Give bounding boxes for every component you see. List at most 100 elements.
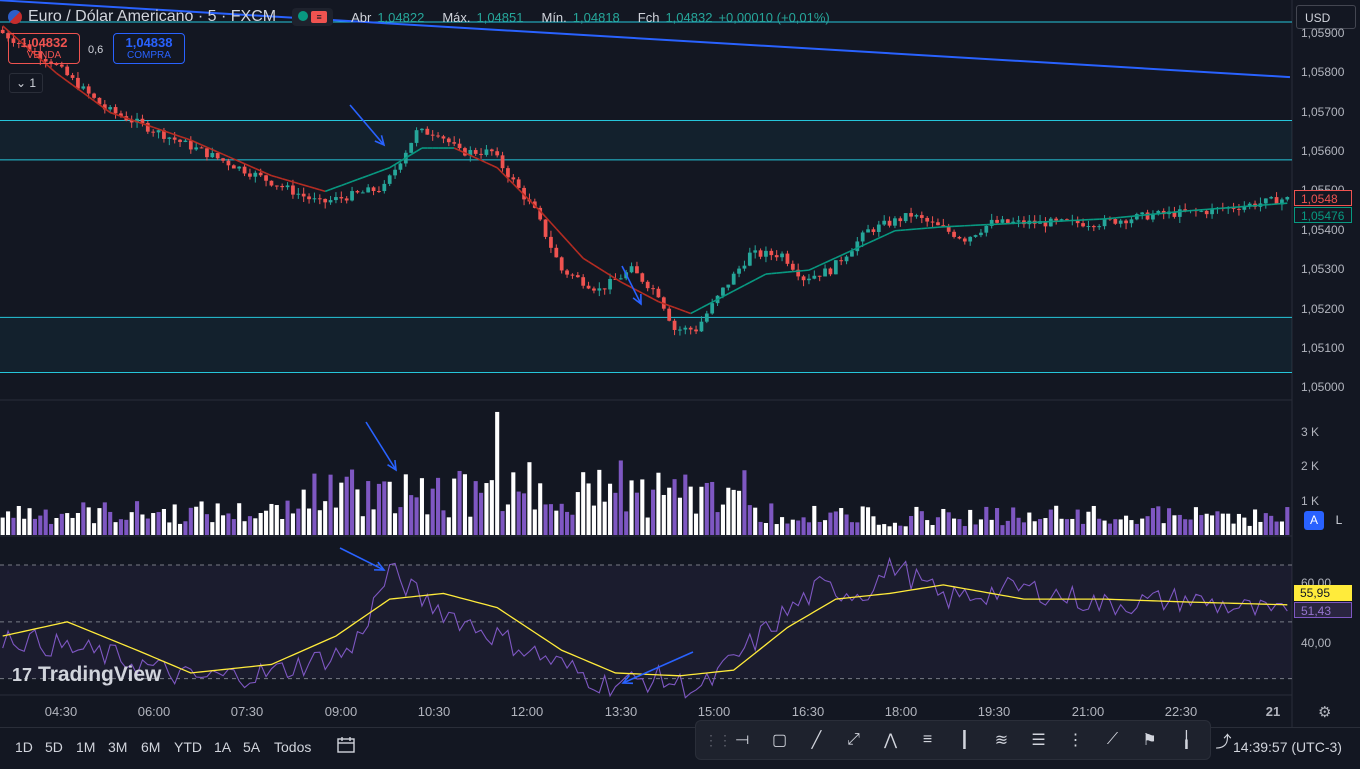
gann-tool-icon[interactable]: ⟋ (1094, 725, 1131, 755)
candle-body (178, 140, 182, 142)
volume-bar (968, 510, 972, 535)
anchored-vwap-tool-icon[interactable]: ╽ (1168, 725, 1205, 755)
drag-handle-icon[interactable]: ⋮⋮ (704, 732, 724, 749)
candle-body (1049, 219, 1053, 227)
volume-bar (323, 501, 327, 535)
volume-bar (1011, 507, 1015, 535)
log-scale-button[interactable]: L (1329, 511, 1349, 530)
volume-bar (76, 513, 80, 535)
range-6m[interactable]: 6M (141, 739, 160, 755)
range-1d[interactable]: 1D (15, 739, 33, 755)
candle-body (958, 237, 962, 239)
candle-body (872, 229, 876, 232)
volume-bar (522, 493, 526, 535)
candle-body (571, 275, 575, 276)
range-all[interactable]: Todos (274, 739, 311, 755)
volume-axis-label: 1 K (1301, 494, 1319, 508)
candle-body (1092, 226, 1096, 227)
volume-bar (775, 524, 779, 535)
volume-bar (1194, 507, 1198, 535)
volume-bar (877, 525, 881, 535)
volume-bar (1070, 519, 1074, 535)
candle-body (517, 179, 521, 188)
candle-body (366, 187, 370, 192)
volume-bar (205, 514, 209, 535)
candle-body (248, 173, 252, 176)
path-tool-icon[interactable]: ⋀ (872, 725, 909, 755)
pitchfork-tool-icon[interactable]: ≋ (983, 725, 1020, 755)
volume-bar (1167, 508, 1171, 535)
volume-bar (350, 470, 354, 535)
auto-scale-button[interactable]: A (1304, 511, 1324, 530)
range-5d[interactable]: 5D (45, 739, 63, 755)
go-to-date-calendar-icon[interactable] (336, 736, 356, 759)
volume-bar (845, 514, 849, 535)
gear-icon[interactable]: ⚙ (1318, 703, 1331, 721)
volume-bar (393, 513, 397, 535)
candle-body (227, 161, 231, 166)
volume-bar (495, 412, 499, 535)
long-position-tool-icon[interactable]: ⚑ (1131, 725, 1168, 755)
volume-bar (81, 502, 85, 535)
logo-text: TradingView (38, 663, 161, 687)
volume-bar (11, 518, 15, 535)
volume-bar (1097, 519, 1101, 535)
volume-bar (468, 517, 472, 535)
open-value: 1,04822 (377, 10, 424, 25)
volume-bar (1226, 514, 1230, 535)
candle-body (791, 264, 795, 270)
clock[interactable]: 14:39:57 (UTC-3) (1233, 739, 1342, 755)
candle-body (81, 86, 85, 88)
volume-bar (544, 504, 548, 535)
time-axis-label: 21 (1266, 704, 1280, 719)
candle-body (904, 213, 908, 221)
moving-average-segment (1121, 217, 1126, 218)
bottom-toolbar: 1D 5D 1M 3M 6M YTD 1A 5A Todos ⋮⋮ ⟞▢╱⤢⋀≡… (0, 727, 1360, 769)
fib-retracement-tool-icon[interactable]: ☰ (1020, 725, 1057, 755)
volume-bar (726, 488, 730, 535)
quantity-selector[interactable]: ⌄ 1 (9, 73, 43, 93)
volume-bar (447, 517, 451, 535)
change-value: +0,00010 (+0,01%) (718, 10, 829, 25)
volume-bar (893, 523, 897, 535)
trend-line-tool-icon[interactable]: ╱ (798, 725, 835, 755)
market-status[interactable]: ≡ (292, 8, 333, 26)
volume-bar (458, 471, 462, 535)
volume-bar (587, 483, 591, 535)
fib-extension-tool-icon[interactable]: ⋮ (1057, 725, 1094, 755)
candle-body (850, 251, 854, 256)
volume-bar (957, 519, 961, 535)
range-5a[interactable]: 5A (243, 739, 260, 755)
range-3m[interactable]: 3M (108, 739, 127, 755)
volume-bar (87, 507, 91, 535)
candle-body (329, 200, 333, 202)
candle-body (151, 132, 155, 133)
candle-body (786, 254, 790, 264)
range-ytd[interactable]: YTD (174, 739, 202, 755)
rectangle-tool-icon[interactable]: ▢ (761, 725, 798, 755)
candle-body (356, 191, 360, 192)
volume-bar (1065, 519, 1069, 535)
volume-bar (839, 508, 843, 535)
ray-tool-icon[interactable]: ⤢ (835, 725, 872, 755)
range-1a[interactable]: 1A (214, 739, 231, 755)
symbol-title[interactable]: Euro / Dólar Americano · 5 · FXCM (28, 8, 276, 26)
volume-bar (54, 518, 58, 535)
volume-bar (608, 484, 612, 535)
volume-bar (570, 515, 574, 535)
parallel-channel-tool-icon[interactable]: ≡ (909, 725, 946, 755)
close-label: Fch (638, 10, 660, 25)
volume-bar (366, 481, 370, 535)
candle-body (694, 330, 698, 332)
candle-body (210, 153, 214, 157)
range-1m[interactable]: 1M (76, 739, 95, 755)
volume-bar (941, 509, 945, 535)
horizontal-line-tool-icon[interactable]: ⟞ (724, 725, 761, 755)
vertical-line-tool-icon[interactable]: ┃ (946, 725, 983, 755)
rsi-axis-label: 40,00 (1301, 636, 1331, 650)
volume-bar (565, 512, 569, 535)
